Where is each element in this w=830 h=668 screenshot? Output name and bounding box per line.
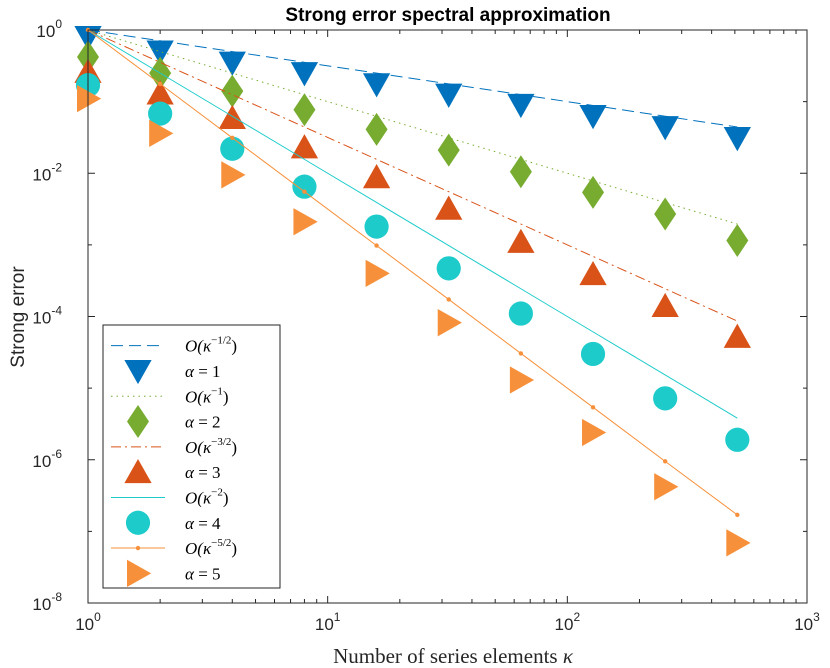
data-point [579, 104, 607, 130]
data-point [218, 51, 246, 76]
legend-marker [127, 405, 149, 439]
x-tick-label: 101 [315, 610, 341, 634]
data-point [723, 127, 751, 152]
x-axis-label-text: Number of series elements [333, 644, 558, 668]
series-line-dot [662, 459, 668, 464]
axis-ticks: 100 101 102 103 100 10-2 10-4 10-6 10-8 [32, 17, 820, 634]
data-point [218, 104, 246, 130]
data-point [651, 292, 679, 318]
data-point [364, 214, 389, 239]
data-point [293, 208, 318, 236]
data-point [77, 85, 102, 113]
data-point [365, 259, 390, 288]
series-line-dot [446, 297, 451, 302]
series-4 [87, 29, 738, 322]
data-point [362, 164, 391, 189]
series-line-dot [374, 243, 379, 248]
legend-label: O(κ−5/2) [185, 537, 237, 558]
legend-label: α = 3 [185, 463, 221, 482]
legend-marker [124, 359, 152, 385]
data-point [436, 256, 461, 281]
legend-label: α = 1 [185, 362, 221, 381]
y-axis-label: Strong error [8, 266, 29, 368]
data-point [580, 341, 606, 367]
data-point [146, 40, 174, 65]
legend-label: O(κ−3/2) [185, 436, 237, 457]
y-tick-label: 100 [36, 17, 62, 41]
x-tick-label: 102 [555, 610, 581, 634]
series-line [87, 29, 738, 419]
x-axis-label: Number of series elements κ [333, 644, 574, 668]
data-point [579, 260, 607, 286]
legend-marker [124, 458, 152, 484]
data-point [725, 427, 750, 452]
data-point [726, 224, 749, 258]
legend-marker [127, 559, 152, 587]
data-point [654, 197, 677, 231]
data-point [362, 73, 391, 98]
plot-frame [87, 29, 808, 604]
x-tick-label: 100 [75, 610, 101, 634]
series-line-dot [735, 512, 740, 518]
series-line [87, 29, 738, 516]
chart-title: Strong error spectral approximation [285, 5, 610, 26]
data-point [654, 473, 679, 501]
data-point [726, 529, 751, 557]
data-point [293, 93, 316, 127]
data-point [653, 386, 678, 411]
data-point [220, 136, 245, 161]
series-8 [85, 27, 740, 518]
data-point [435, 83, 463, 108]
data-point [435, 195, 463, 220]
series-line-dot [302, 189, 307, 194]
legend-label: O(κ−1/2) [185, 335, 237, 356]
legend-line-dot [135, 545, 141, 551]
data-point [509, 155, 532, 189]
data-point [582, 175, 605, 209]
legend-label: O(κ−1) [185, 385, 229, 406]
y-tick-label: 10-2 [32, 160, 62, 184]
series-line-dot [230, 135, 235, 141]
series-line-dot [590, 405, 596, 410]
y-tick-label: 10-6 [32, 447, 62, 471]
legend-label: α = 2 [185, 413, 221, 432]
series-line-dot [157, 81, 163, 87]
data-point [651, 116, 679, 141]
data-point [582, 418, 607, 447]
series-6 [87, 29, 738, 419]
data-point [221, 161, 246, 189]
series-line [87, 29, 738, 322]
data-point [509, 366, 535, 394]
data-point [507, 228, 535, 253]
y-tick-label: 10-8 [32, 590, 62, 614]
x-axis-label-symbol: κ [563, 644, 574, 668]
data-point [723, 323, 751, 348]
x-tick-label: 103 [794, 610, 820, 634]
data-point [290, 134, 319, 159]
data-point [146, 80, 174, 105]
data-point [507, 93, 535, 119]
series-layer [74, 25, 751, 557]
data-point [290, 62, 319, 87]
series-line [87, 29, 738, 128]
legend-marker [125, 510, 151, 535]
data-point [221, 74, 244, 108]
data-point [148, 101, 173, 126]
legend: O(κ−1/2) α = 1 O(κ−1) α = 2 O(κ−3/2) α = 3 O(κ… [102, 324, 281, 589]
series-3 [77, 40, 749, 258]
series-0 [87, 29, 738, 128]
data-point [365, 112, 388, 146]
data-point [292, 174, 317, 199]
data-point [508, 301, 533, 326]
legend-label: α = 4 [185, 514, 221, 533]
legend-label: O(κ−2) [185, 486, 229, 507]
series-line-dot [518, 351, 524, 356]
data-point [149, 119, 174, 148]
legend-label: α = 5 [185, 564, 221, 583]
data-point [437, 309, 462, 337]
data-point [437, 133, 460, 167]
y-tick-label: 10-4 [32, 304, 62, 328]
series-9 [77, 85, 751, 557]
